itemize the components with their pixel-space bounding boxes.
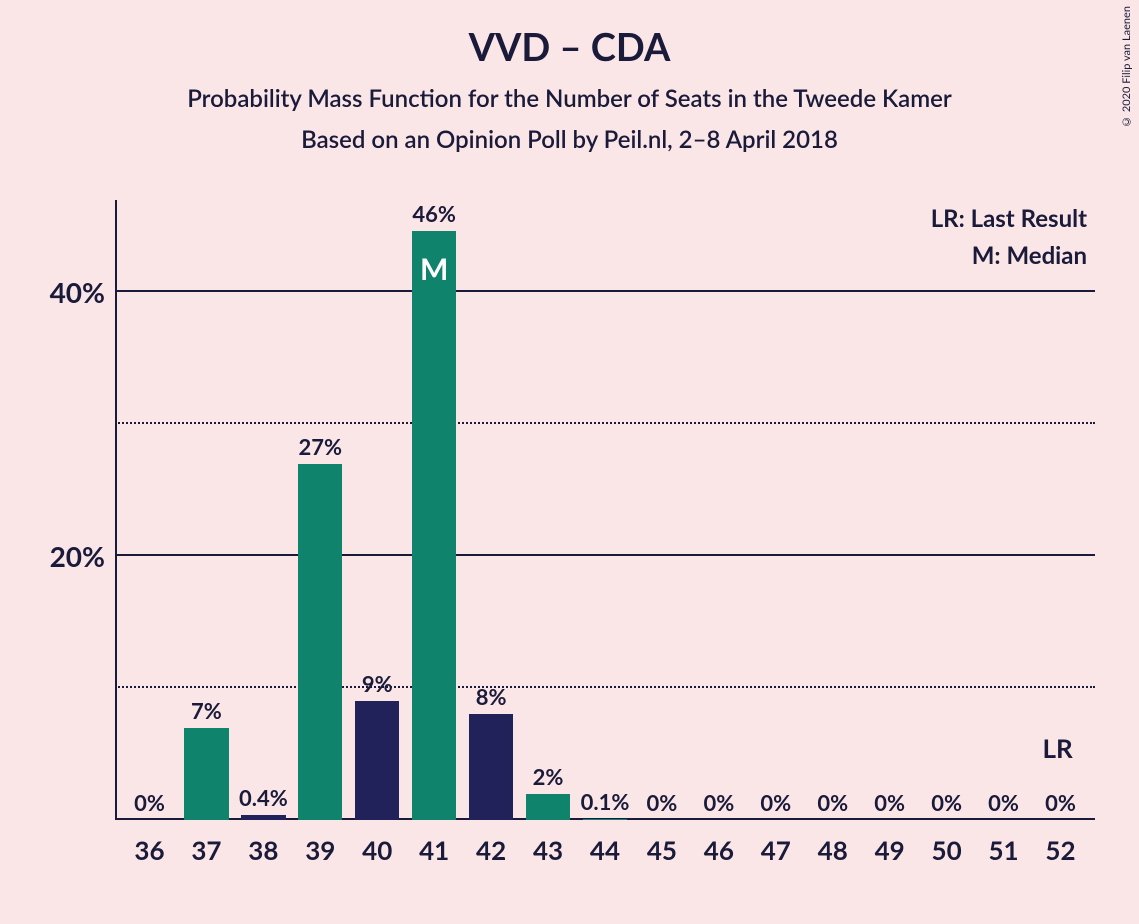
plot-area: 20%40% LR: Last Result M: Median 0%7%0.4… <box>115 200 1095 820</box>
x-tick-label: 43 <box>520 834 577 866</box>
bar-value-label: 0% <box>647 789 678 816</box>
x-tick-label: 42 <box>463 834 520 866</box>
bar-column: 2% <box>520 200 577 820</box>
x-tick-label: 46 <box>690 834 747 866</box>
x-tick-label: 37 <box>178 834 235 866</box>
bar-column: 7% <box>178 200 235 820</box>
bar-column: 0% <box>804 200 861 820</box>
bar-value-label: 8% <box>476 683 507 710</box>
x-tick-label: 41 <box>406 834 463 866</box>
median-marker: M <box>412 251 456 287</box>
x-tick-label: 49 <box>861 834 918 866</box>
bar <box>469 714 513 820</box>
x-ticks: 3637383940414243444546474849505152 <box>115 834 1095 866</box>
bar-column: 0% <box>690 200 747 820</box>
y-tick-label: 20% <box>50 539 115 573</box>
bar-column: 0% <box>747 200 804 820</box>
bar-value-label: 46% <box>412 200 456 227</box>
bar-column: 46% M <box>406 200 463 820</box>
bar-column: 0% <box>121 200 178 820</box>
bar <box>583 819 627 820</box>
bar-value-label: 9% <box>362 670 393 697</box>
x-tick-label: 45 <box>633 834 690 866</box>
x-tick-label: 47 <box>747 834 804 866</box>
x-tick-label: 48 <box>804 834 861 866</box>
bar-column: 0% <box>633 200 690 820</box>
bar-value-label: 0% <box>931 789 962 816</box>
bar-column: 9% <box>349 200 406 820</box>
x-tick-label: 38 <box>235 834 292 866</box>
lr-axis-label: LR <box>1043 732 1073 764</box>
x-tick-label: 51 <box>975 834 1032 866</box>
bar-column: 0% <box>975 200 1032 820</box>
chart-subtitle-2: Based on an Opinion Poll by Peil.nl, 2–8… <box>0 125 1139 154</box>
x-tick-label: 50 <box>918 834 975 866</box>
bar-value-label: 0% <box>760 789 791 816</box>
bar <box>184 728 228 820</box>
bar-value-label: 0.4% <box>239 784 288 811</box>
x-tick-label: 44 <box>577 834 634 866</box>
y-tick-label: 40% <box>50 275 115 309</box>
bar-value-label: 0% <box>134 789 165 816</box>
copyright-label: © 2020 Filip van Laenen <box>1120 6 1133 128</box>
bar-column: 8% <box>463 200 520 820</box>
bar-value-label: 2% <box>533 763 564 790</box>
bar: M <box>412 231 456 820</box>
bar <box>298 464 342 820</box>
bar-column: 0.4% <box>235 200 292 820</box>
bar-value-label: 7% <box>191 697 222 724</box>
bars-container: 0% 7% 0.4% 27% 9% 46% M 8% 2% 0.1% 0% 0% 0% 0% 0% 0% 0% 0… <box>115 200 1095 820</box>
bar-value-label: 0% <box>988 789 1019 816</box>
bar <box>526 794 570 820</box>
bar-value-label: 0% <box>703 789 734 816</box>
x-tick-label: 52 <box>1032 834 1089 866</box>
bar-value-label: 0% <box>817 789 848 816</box>
x-tick-label: 36 <box>121 834 178 866</box>
bar-value-label: 27% <box>299 433 343 460</box>
chart-subtitle-1: Probability Mass Function for the Number… <box>0 84 1139 113</box>
bar-column: 0% <box>1032 200 1089 820</box>
bar-column: 27% <box>292 200 349 820</box>
bar-value-label: 0% <box>1045 789 1076 816</box>
bar-value-label: 0.1% <box>581 788 630 815</box>
chart-title: VVD – CDA <box>0 0 1139 70</box>
bar <box>241 815 285 820</box>
bar-column: 0% <box>918 200 975 820</box>
bar <box>355 701 399 820</box>
chart-area: 20%40% LR: Last Result M: Median 0%7%0.4… <box>35 200 1115 900</box>
x-tick-label: 40 <box>349 834 406 866</box>
bar-column: 0% <box>861 200 918 820</box>
x-tick-label: 39 <box>292 834 349 866</box>
bar-value-label: 0% <box>874 789 905 816</box>
bar-column: 0.1% <box>577 200 634 820</box>
